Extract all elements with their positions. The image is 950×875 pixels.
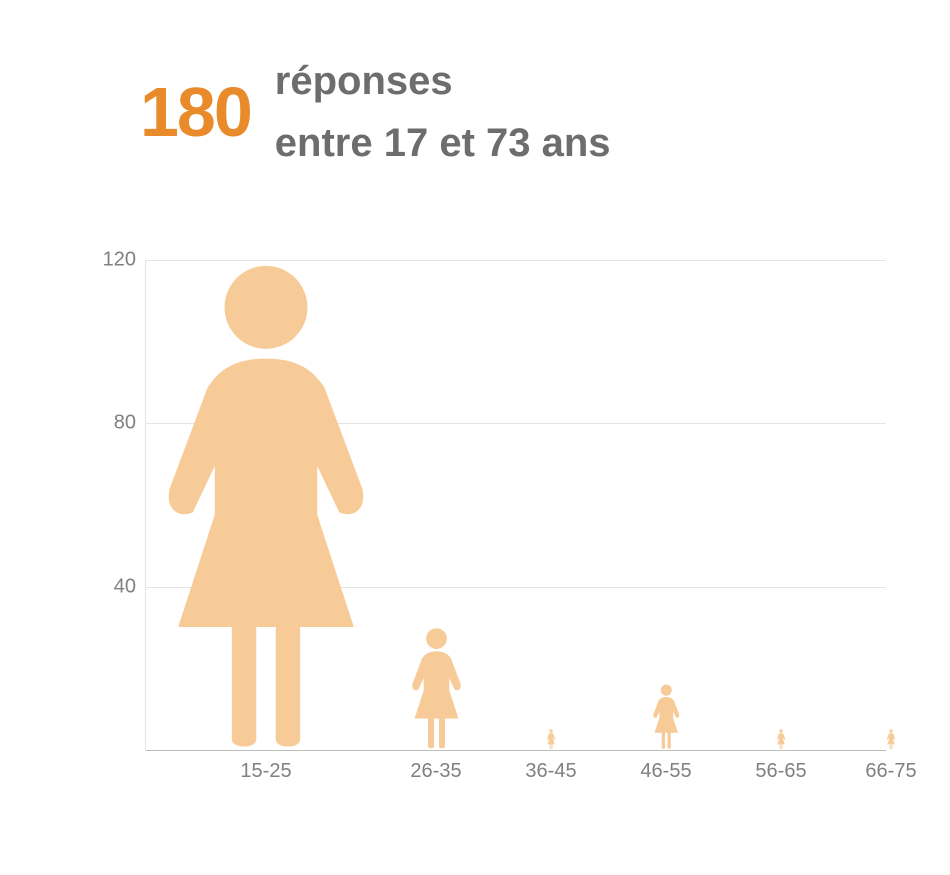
x-tick-label: 15-25	[240, 760, 291, 783]
x-tick-label: 46-55	[640, 760, 691, 783]
header: 180 réponses entre 17 et 73 ans	[140, 50, 611, 174]
header-text: réponses entre 17 et 73 ans	[275, 50, 611, 174]
x-tick-label: 66-75	[865, 760, 916, 783]
pictogram-chart: 408012015-2526-3536-4546-5556-6566-75	[90, 260, 885, 790]
header-line-1: réponses	[275, 50, 611, 112]
response-count: 180	[140, 72, 251, 152]
person-icon	[406, 627, 467, 749]
person-icon	[650, 684, 683, 749]
y-tick-label: 80	[114, 412, 146, 435]
person-icon	[144, 261, 388, 749]
person-icon	[546, 729, 556, 749]
person-icon	[886, 729, 896, 749]
header-line-2: entre 17 et 73 ans	[275, 112, 611, 174]
baseline	[146, 750, 886, 751]
x-tick-label: 26-35	[410, 760, 461, 783]
x-tick-label: 56-65	[755, 760, 806, 783]
y-tick-label: 40	[114, 575, 146, 598]
person-icon	[776, 729, 786, 749]
plot-area: 408012015-2526-3536-4546-5556-6566-75	[145, 260, 886, 750]
y-tick-label: 120	[103, 249, 146, 272]
x-tick-label: 36-45	[525, 760, 576, 783]
